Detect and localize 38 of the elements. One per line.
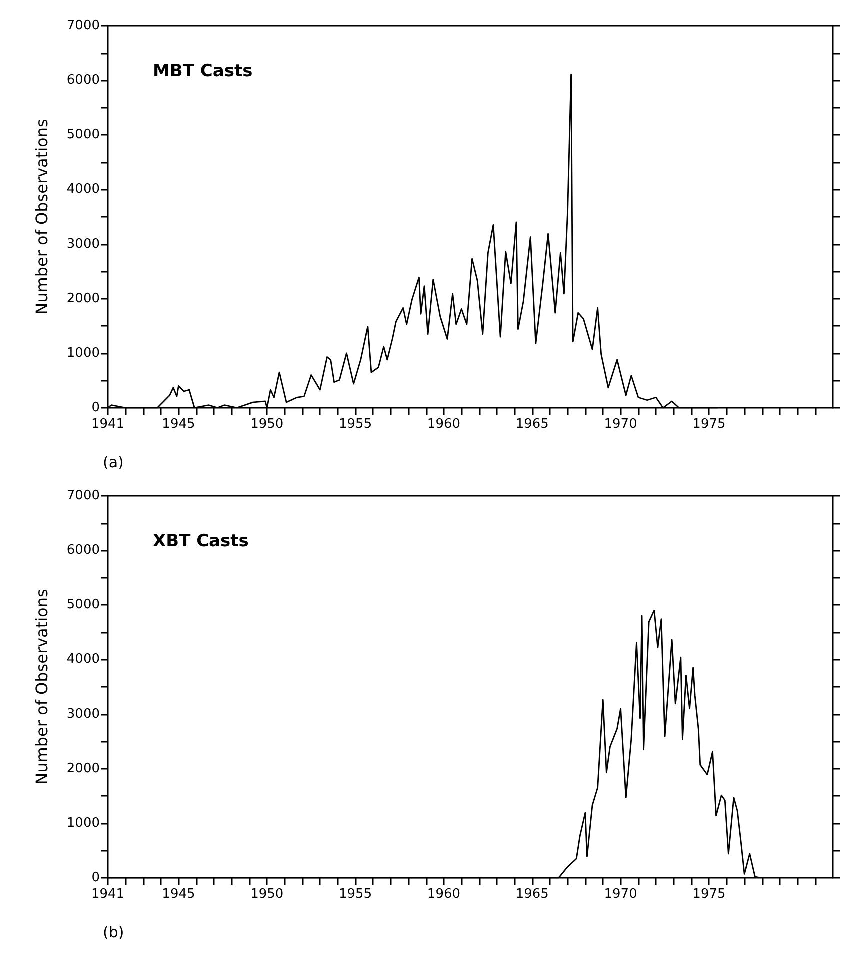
y-tick-label: 1000 bbox=[66, 816, 100, 831]
x-tick-label: 1941 bbox=[91, 887, 125, 902]
x-tick-label: 1970 bbox=[604, 887, 638, 902]
y-tick-label: 3000 bbox=[66, 236, 100, 252]
y-tick-label: 2000 bbox=[66, 291, 100, 306]
x-tick-label: 1955 bbox=[339, 417, 372, 432]
y-tick-label: 5000 bbox=[66, 598, 100, 613]
y-tick-label: 1000 bbox=[66, 346, 100, 361]
x-tick-label: 1965 bbox=[516, 887, 549, 902]
x-tick-label: 1950 bbox=[250, 417, 284, 432]
y-tick-label: 2000 bbox=[66, 761, 100, 776]
text: (a) bbox=[103, 454, 124, 472]
x-tick-label: 1950 bbox=[250, 887, 284, 902]
y-axis-title: Number of Observations bbox=[32, 589, 52, 785]
x-tick-label: 1955 bbox=[339, 887, 372, 902]
y-tick-label: 5000 bbox=[66, 128, 100, 143]
y-tick-label: 6000 bbox=[66, 73, 100, 88]
y-tick-label: 0 bbox=[92, 870, 100, 886]
x-tick-label: 1945 bbox=[162, 887, 196, 902]
y-tick-label: 0 bbox=[92, 400, 100, 416]
x-tick-label: 1970 bbox=[604, 417, 638, 432]
y-axis-title: Number of Observations bbox=[32, 119, 52, 315]
y-tick-label: 4000 bbox=[66, 182, 100, 198]
x-tick-label: 1975 bbox=[692, 417, 726, 432]
x-tick-label: 1945 bbox=[162, 417, 196, 432]
x-tick-label: 1965 bbox=[516, 417, 549, 432]
x-tick-label: 1975 bbox=[692, 887, 726, 902]
text: MBT Casts bbox=[153, 62, 253, 82]
y-tick-label: 3000 bbox=[66, 706, 100, 722]
x-tick-label: 1941 bbox=[91, 417, 125, 432]
text: (b) bbox=[103, 924, 124, 942]
text: XBT Casts bbox=[153, 532, 249, 552]
x-tick-label: 1960 bbox=[427, 417, 461, 432]
y-tick-label: 7000 bbox=[66, 488, 100, 504]
y-tick-label: 6000 bbox=[66, 543, 100, 558]
y-tick-label: 7000 bbox=[66, 18, 100, 34]
y-tick-label: 4000 bbox=[66, 652, 100, 668]
x-tick-label: 1960 bbox=[427, 887, 461, 902]
